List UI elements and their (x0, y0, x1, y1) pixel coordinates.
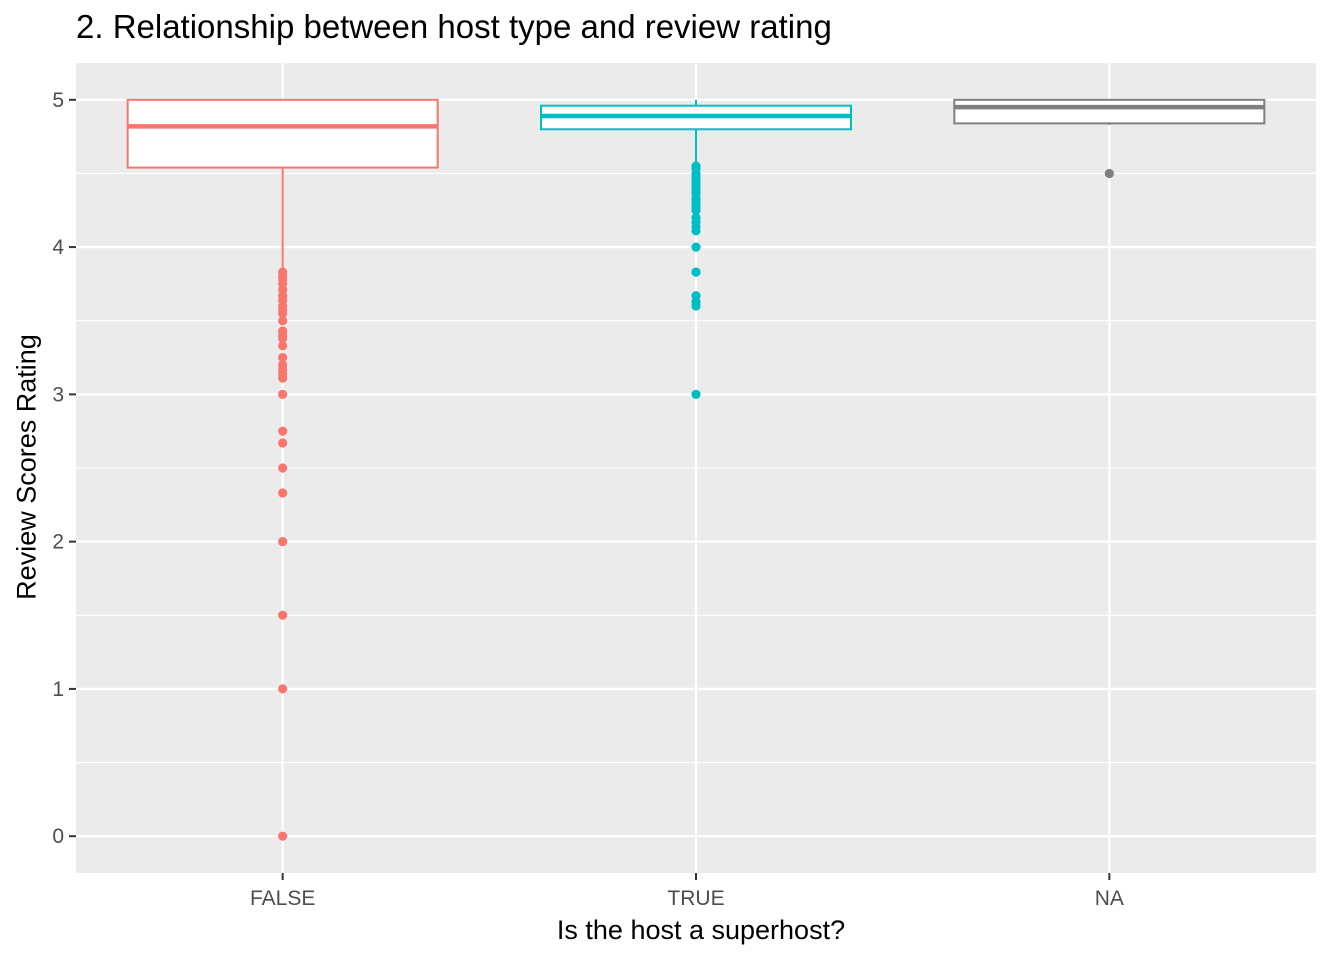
outlier-point (691, 267, 701, 277)
outlier-point (278, 341, 288, 351)
outlier-point (278, 316, 288, 326)
y-tick-label: 5 (52, 89, 64, 112)
box-group-na (953, 98, 1266, 179)
x-tick-label: TRUE (667, 887, 724, 910)
outlier-point (278, 352, 288, 363)
outlier-point (278, 438, 288, 448)
axis-layer: 0 1 2 3 4 5 FALSE TRUE NA (52, 89, 1124, 910)
box-iqr (126, 98, 439, 169)
outlier-point (691, 226, 701, 236)
y-tick-label: 4 (52, 236, 64, 259)
outlier-point (691, 242, 701, 252)
y-tick-label: 0 (52, 825, 64, 848)
outlier-point (691, 389, 701, 399)
chart-title: 2. Relationship between host type and re… (76, 8, 832, 45)
outlier-point (278, 831, 288, 841)
outlier-point (278, 684, 288, 694)
box-group-true (540, 99, 852, 399)
outlier-point (691, 301, 701, 311)
outlier-point (278, 333, 288, 343)
outlier-point (278, 463, 288, 473)
x-tick-label: NA (1095, 887, 1124, 910)
box-iqr (953, 98, 1266, 125)
y-tick-label: 3 (52, 383, 64, 406)
box-layer (126, 98, 1266, 841)
x-tick-label: FALSE (250, 887, 315, 910)
outlier-point (278, 308, 288, 318)
y-axis-title: Review Scores Rating (11, 334, 42, 600)
outlier-point (278, 373, 288, 383)
outlier-point (278, 389, 288, 399)
y-tick-label: 2 (52, 531, 64, 554)
y-tick-label: 1 (52, 678, 64, 701)
outlier-point (278, 610, 288, 620)
outlier-point (278, 537, 288, 547)
box-group-false (126, 98, 439, 841)
outlier-point (278, 426, 288, 436)
outlier-point (278, 488, 288, 498)
outlier-point (691, 205, 701, 215)
outlier-point (1104, 168, 1114, 179)
x-axis-title: Is the host a superhost? (556, 915, 846, 945)
